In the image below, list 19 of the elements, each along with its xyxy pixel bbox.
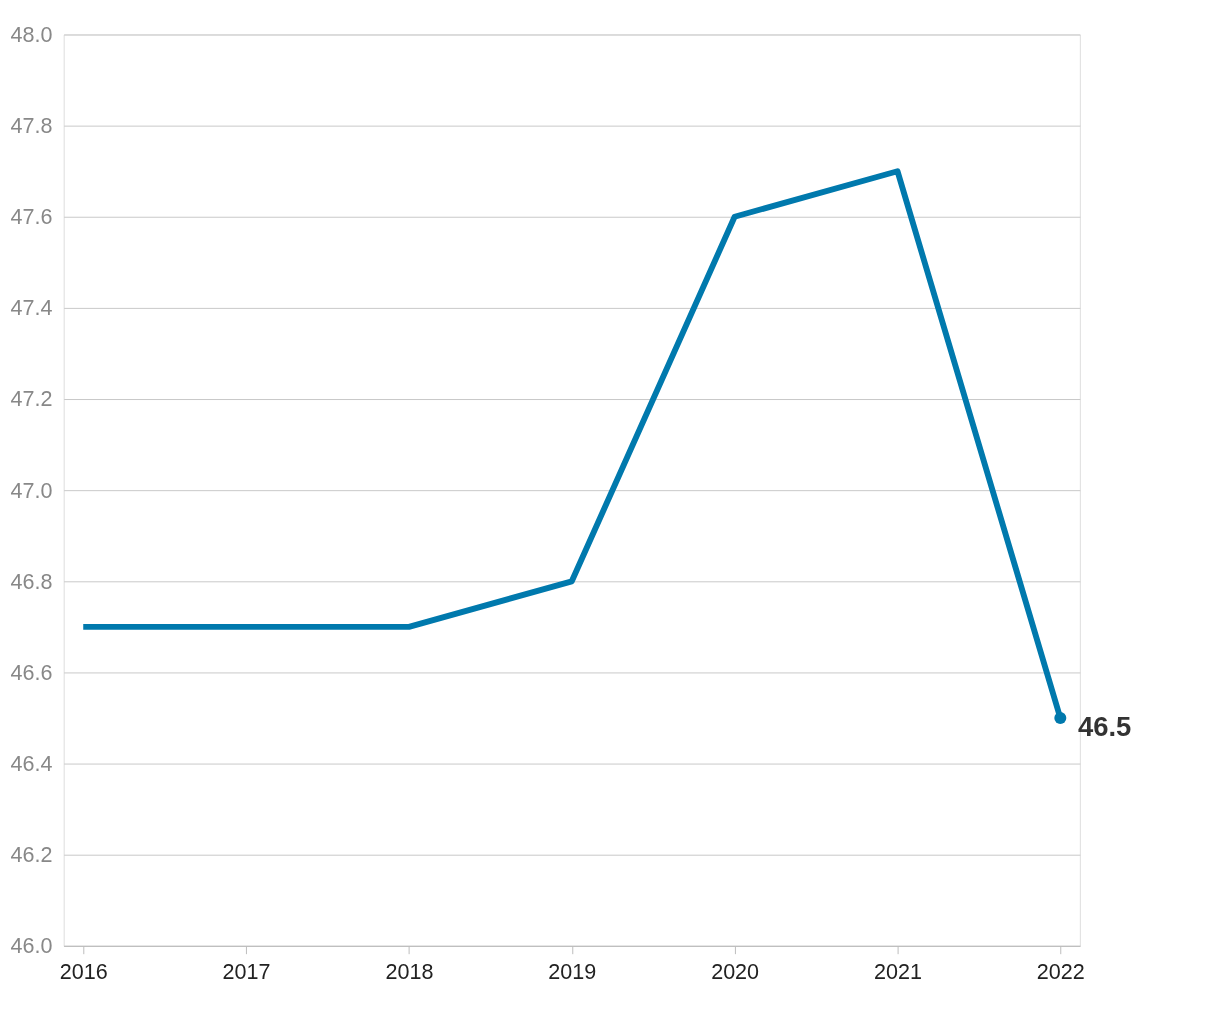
x-tick-label: 2017 [222, 958, 271, 984]
y-tick-label: 46.4 [10, 750, 53, 776]
x-tick-label: 2018 [385, 958, 434, 984]
y-tick-label: 48.0 [10, 21, 53, 47]
y-tick-label: 47.2 [10, 386, 53, 412]
y-tick-label: 46.6 [10, 659, 53, 685]
y-tick-label: 47.4 [10, 295, 53, 321]
x-tick-label: 2020 [711, 958, 760, 984]
x-tick-label: 2019 [548, 958, 597, 984]
x-tick-label: 2016 [59, 958, 108, 984]
y-tick-label: 46.2 [10, 842, 53, 868]
x-tick-label: 2021 [874, 958, 922, 984]
x-tick-label: 2022 [1036, 958, 1085, 984]
y-tick-label: 46.8 [10, 568, 53, 594]
data-label: 46.5 [1077, 710, 1132, 742]
y-tick-label: 47.0 [10, 477, 53, 503]
y-tick-label: 47.8 [10, 112, 53, 138]
y-tick-label: 47.6 [10, 204, 53, 230]
y-tick-label: 46.0 [10, 933, 53, 959]
